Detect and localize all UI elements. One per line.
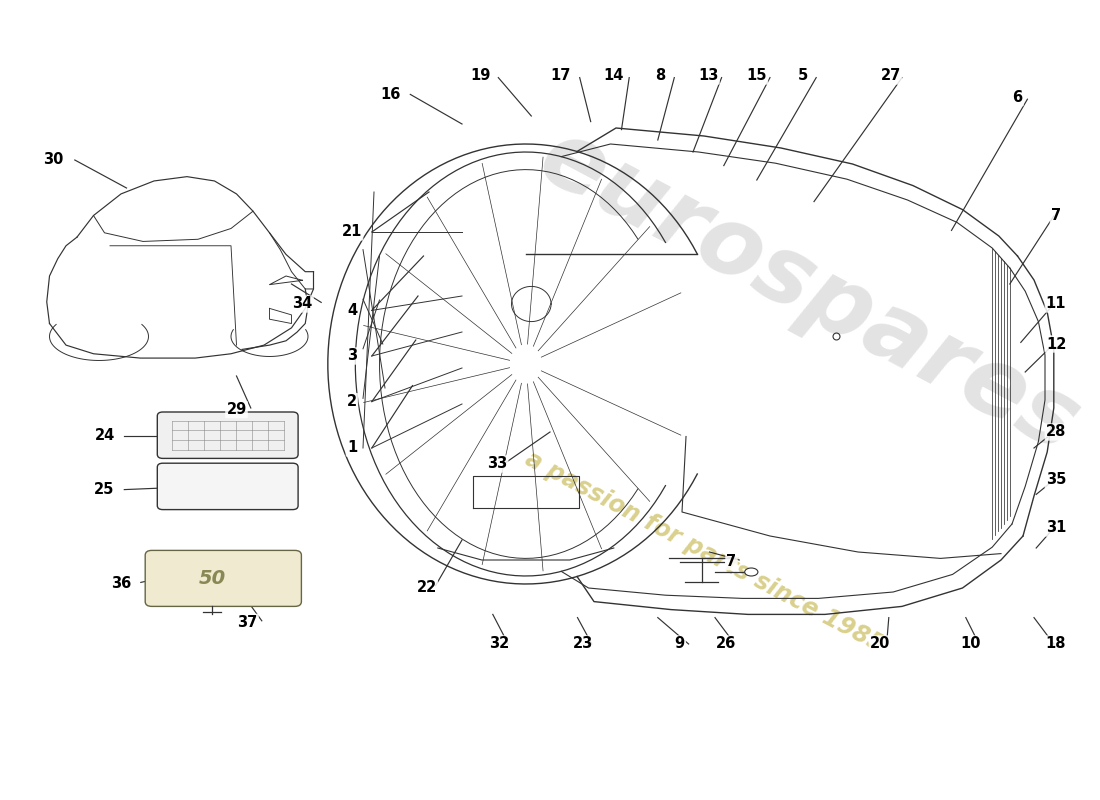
Text: 36: 36 bbox=[111, 577, 131, 591]
Text: 33: 33 bbox=[487, 457, 507, 471]
Text: 15: 15 bbox=[747, 69, 767, 83]
Text: 8: 8 bbox=[654, 69, 666, 83]
Text: 25: 25 bbox=[95, 482, 114, 497]
Text: 35: 35 bbox=[1046, 473, 1066, 487]
Text: 10: 10 bbox=[960, 637, 980, 651]
Text: 7: 7 bbox=[726, 554, 737, 569]
Text: 4: 4 bbox=[346, 303, 358, 318]
FancyBboxPatch shape bbox=[157, 412, 298, 458]
Text: 29: 29 bbox=[227, 402, 246, 417]
Text: 14: 14 bbox=[604, 69, 624, 83]
Text: 19: 19 bbox=[471, 69, 491, 83]
Text: 21: 21 bbox=[342, 225, 362, 239]
Text: 30: 30 bbox=[43, 153, 63, 167]
Text: 20: 20 bbox=[870, 637, 890, 651]
Text: 32: 32 bbox=[490, 637, 509, 651]
Text: 16: 16 bbox=[381, 87, 400, 102]
Text: 11: 11 bbox=[1046, 297, 1066, 311]
Text: 22: 22 bbox=[417, 581, 437, 595]
Text: 31: 31 bbox=[1046, 521, 1066, 535]
Text: 37: 37 bbox=[238, 615, 257, 630]
Text: 5: 5 bbox=[798, 69, 808, 83]
Text: 34: 34 bbox=[293, 297, 312, 311]
Text: 24: 24 bbox=[95, 429, 114, 443]
FancyBboxPatch shape bbox=[145, 550, 301, 606]
Text: 27: 27 bbox=[881, 69, 901, 83]
Text: 7: 7 bbox=[1050, 209, 1062, 223]
Text: 9: 9 bbox=[674, 637, 685, 651]
Text: 28: 28 bbox=[1046, 425, 1066, 439]
Text: 17: 17 bbox=[551, 69, 571, 83]
Text: 1: 1 bbox=[346, 441, 358, 455]
Text: a passion for parts since 1985: a passion for parts since 1985 bbox=[520, 447, 888, 657]
Text: 50: 50 bbox=[198, 569, 226, 588]
Text: 26: 26 bbox=[716, 637, 736, 651]
Text: 6: 6 bbox=[1012, 90, 1023, 105]
Ellipse shape bbox=[745, 568, 758, 576]
FancyBboxPatch shape bbox=[157, 463, 298, 510]
Text: 18: 18 bbox=[1046, 637, 1066, 651]
Text: 3: 3 bbox=[346, 349, 358, 363]
Text: 12: 12 bbox=[1046, 337, 1066, 351]
Text: 23: 23 bbox=[573, 637, 593, 651]
Text: eurospares: eurospares bbox=[524, 111, 1093, 473]
Text: 2: 2 bbox=[346, 394, 358, 409]
Text: 13: 13 bbox=[698, 69, 718, 83]
